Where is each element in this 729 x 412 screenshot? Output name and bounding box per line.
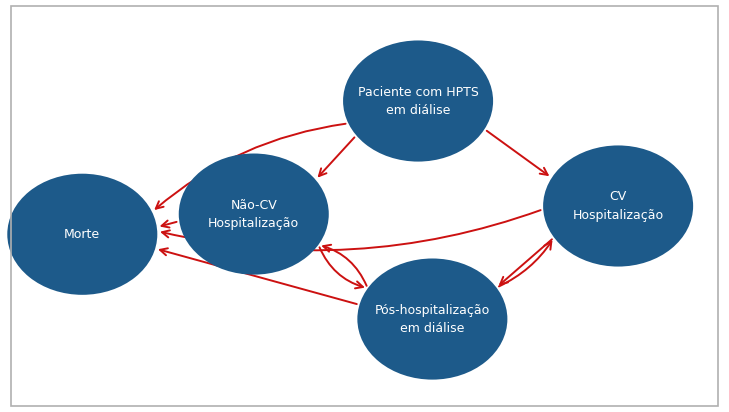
Text: CV
Hospitalização: CV Hospitalização [572, 190, 663, 222]
Text: Não-CV
Hospitalização: Não-CV Hospitalização [208, 199, 300, 229]
Ellipse shape [179, 154, 329, 275]
Ellipse shape [7, 174, 157, 295]
Ellipse shape [343, 40, 493, 162]
Text: Morte: Morte [64, 228, 101, 241]
Ellipse shape [357, 258, 507, 379]
Text: Pós-hospitalização
em diálise: Pós-hospitalização em diálise [375, 304, 490, 335]
Ellipse shape [543, 145, 693, 267]
Text: Paciente com HPTS
em diálise: Paciente com HPTS em diálise [358, 86, 478, 117]
